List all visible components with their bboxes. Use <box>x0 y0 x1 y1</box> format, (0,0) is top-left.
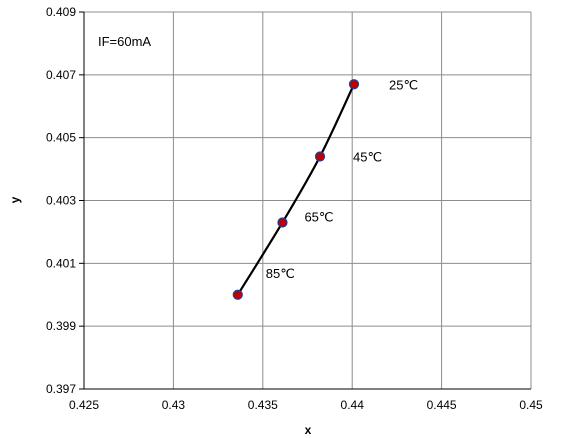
data-point <box>232 289 243 300</box>
x-axis-label: x <box>305 423 312 437</box>
data-point <box>277 217 288 228</box>
y-tick-label: 0.407 <box>46 68 76 82</box>
y-tick-label: 0.403 <box>46 194 76 208</box>
series-line <box>236 83 355 296</box>
x-tick-label: 0.425 <box>69 398 99 412</box>
y-tick-label: 0.397 <box>46 382 76 396</box>
y-tick-labels: 0.397 0.399 0.401 0.403 0.405 0.407 0.409 <box>46 5 76 396</box>
x-tick-labels: 0.425 0.43 0.435 0.44 0.445 0.45 <box>69 398 543 412</box>
y-tick-label: 0.405 <box>46 131 76 145</box>
data-point <box>314 151 326 162</box>
x-tick-label: 0.445 <box>427 398 457 412</box>
point-label: 25℃ <box>389 77 418 92</box>
plot-area <box>83 12 531 390</box>
series-layer <box>232 79 360 300</box>
data-point <box>348 79 360 90</box>
y-tick-label: 0.409 <box>46 5 76 19</box>
point-label: 85℃ <box>266 266 295 281</box>
point-label-layer: 85℃ 65℃ 45℃ 25℃ <box>266 77 418 280</box>
y-axis-label: y <box>8 196 22 203</box>
grid-lines <box>79 11 532 390</box>
point-label: 45℃ <box>353 150 382 165</box>
y-tick-label: 0.399 <box>46 319 76 333</box>
if-annotation: IF=60mA <box>98 34 151 49</box>
point-label: 65℃ <box>304 209 333 224</box>
x-tick-label: 0.435 <box>248 398 278 412</box>
x-tick-label: 0.44 <box>341 398 365 412</box>
x-tick-label: 0.43 <box>162 398 186 412</box>
y-tick-label: 0.401 <box>46 256 76 270</box>
x-tick-label: 0.45 <box>519 398 543 412</box>
